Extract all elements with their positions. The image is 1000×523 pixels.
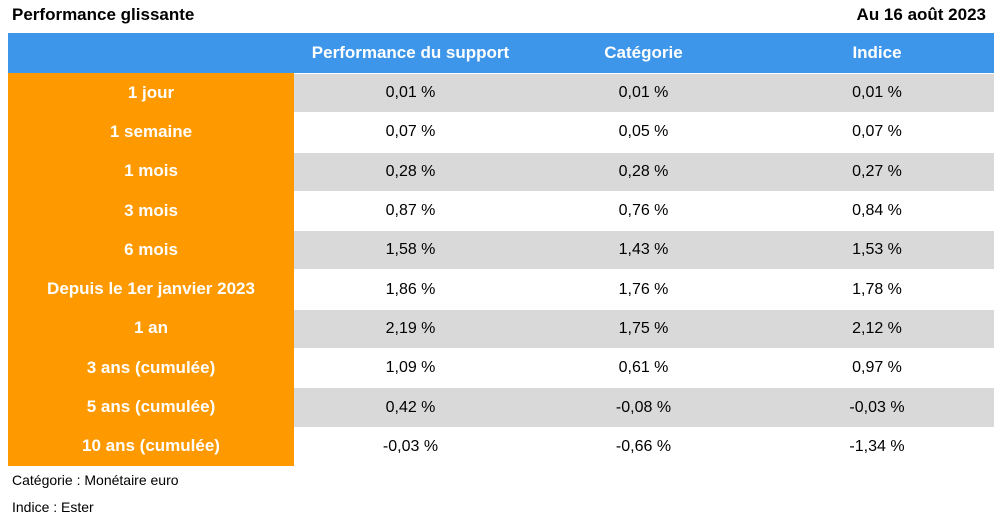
table-row: 3 mois 0,87 % 0,76 % 0,84 % (8, 190, 994, 231)
column-header-indice: Indice (852, 43, 902, 62)
support-value: 2,19 % (294, 308, 527, 349)
period-label: 1 semaine (8, 112, 294, 152)
period-label: 6 mois (8, 230, 294, 270)
column-header-support: Performance du support (311, 43, 510, 62)
categorie-value: -0,08 % (527, 387, 760, 427)
indice-value: 0,97 % (760, 348, 994, 388)
categorie-value: -0,66 % (527, 426, 760, 466)
table-row: 1 semaine 0,07 % 0,05 % 0,07 % (8, 112, 994, 152)
categorie-footnote: Catégorie : Monétaire euro (12, 472, 179, 488)
categorie-value: 1,75 % (527, 308, 760, 349)
table-row: 1 an 2,19 % 1,75 % 2,12 % (8, 308, 994, 349)
column-header-categorie: Catégorie (604, 43, 683, 62)
table-row: 1 mois 0,28 % 0,28 % 0,27 % (8, 151, 994, 191)
table-row: 3 ans (cumulée) 1,09 % 0,61 % 0,97 % (8, 348, 994, 388)
categorie-value: 0,05 % (527, 112, 760, 152)
period-label: 5 ans (cumulée) (8, 387, 294, 427)
indice-value: 2,12 % (760, 308, 994, 349)
period-label: 10 ans (cumulée) (8, 426, 294, 466)
table-row: 1 jour 0,01 % 0,01 % 0,01 % (8, 73, 994, 113)
report-header: Performance glissante Au 16 août 2023 (0, 0, 1000, 32)
categorie-value: 1,76 % (527, 269, 760, 309)
performance-table: Performance du support Catégorie Indice … (8, 33, 994, 466)
categorie-value: 0,61 % (527, 348, 760, 388)
support-value: 0,42 % (294, 387, 527, 427)
table-row: Depuis le 1er janvier 2023 1,86 % 1,76 %… (8, 269, 994, 309)
period-label: 3 ans (cumulée) (8, 348, 294, 388)
indice-value: 0,84 % (760, 190, 994, 231)
categorie-value: 0,28 % (527, 151, 760, 191)
support-value: 1,58 % (294, 230, 527, 270)
table-row: 6 mois 1,58 % 1,43 % 1,53 % (8, 230, 994, 270)
table-header-row: Performance du support Catégorie Indice (8, 33, 994, 73)
support-value: 0,07 % (294, 112, 527, 152)
period-label: 1 an (8, 308, 294, 349)
indice-value: 0,01 % (760, 73, 994, 113)
period-label: 3 mois (8, 190, 294, 231)
indice-footnote: Indice : Ester (12, 499, 94, 515)
support-value: 0,87 % (294, 190, 527, 231)
period-label: 1 jour (8, 73, 294, 113)
page-title: Performance glissante (12, 5, 195, 24)
support-value: 0,28 % (294, 151, 527, 191)
indice-value: 0,07 % (760, 112, 994, 152)
period-label: Depuis le 1er janvier 2023 (8, 269, 294, 309)
indice-value: 1,78 % (760, 269, 994, 309)
table-row: 10 ans (cumulée) -0,03 % -0,66 % -1,34 % (8, 426, 994, 466)
column-header-period (8, 33, 294, 73)
support-value: -0,03 % (294, 426, 527, 466)
indice-value: -1,34 % (760, 426, 994, 466)
indice-value: 1,53 % (760, 230, 994, 270)
support-value: 0,01 % (294, 73, 527, 113)
table-row: 5 ans (cumulée) 0,42 % -0,08 % -0,03 % (8, 387, 994, 427)
indice-value: -0,03 % (760, 387, 994, 427)
support-value: 1,86 % (294, 269, 527, 309)
report-date: Au 16 août 2023 (856, 5, 986, 24)
indice-value: 0,27 % (760, 151, 994, 191)
categorie-value: 0,76 % (527, 190, 760, 231)
categorie-value: 1,43 % (527, 230, 760, 270)
categorie-value: 0,01 % (527, 73, 760, 113)
support-value: 1,09 % (294, 348, 527, 388)
period-label: 1 mois (8, 151, 294, 191)
